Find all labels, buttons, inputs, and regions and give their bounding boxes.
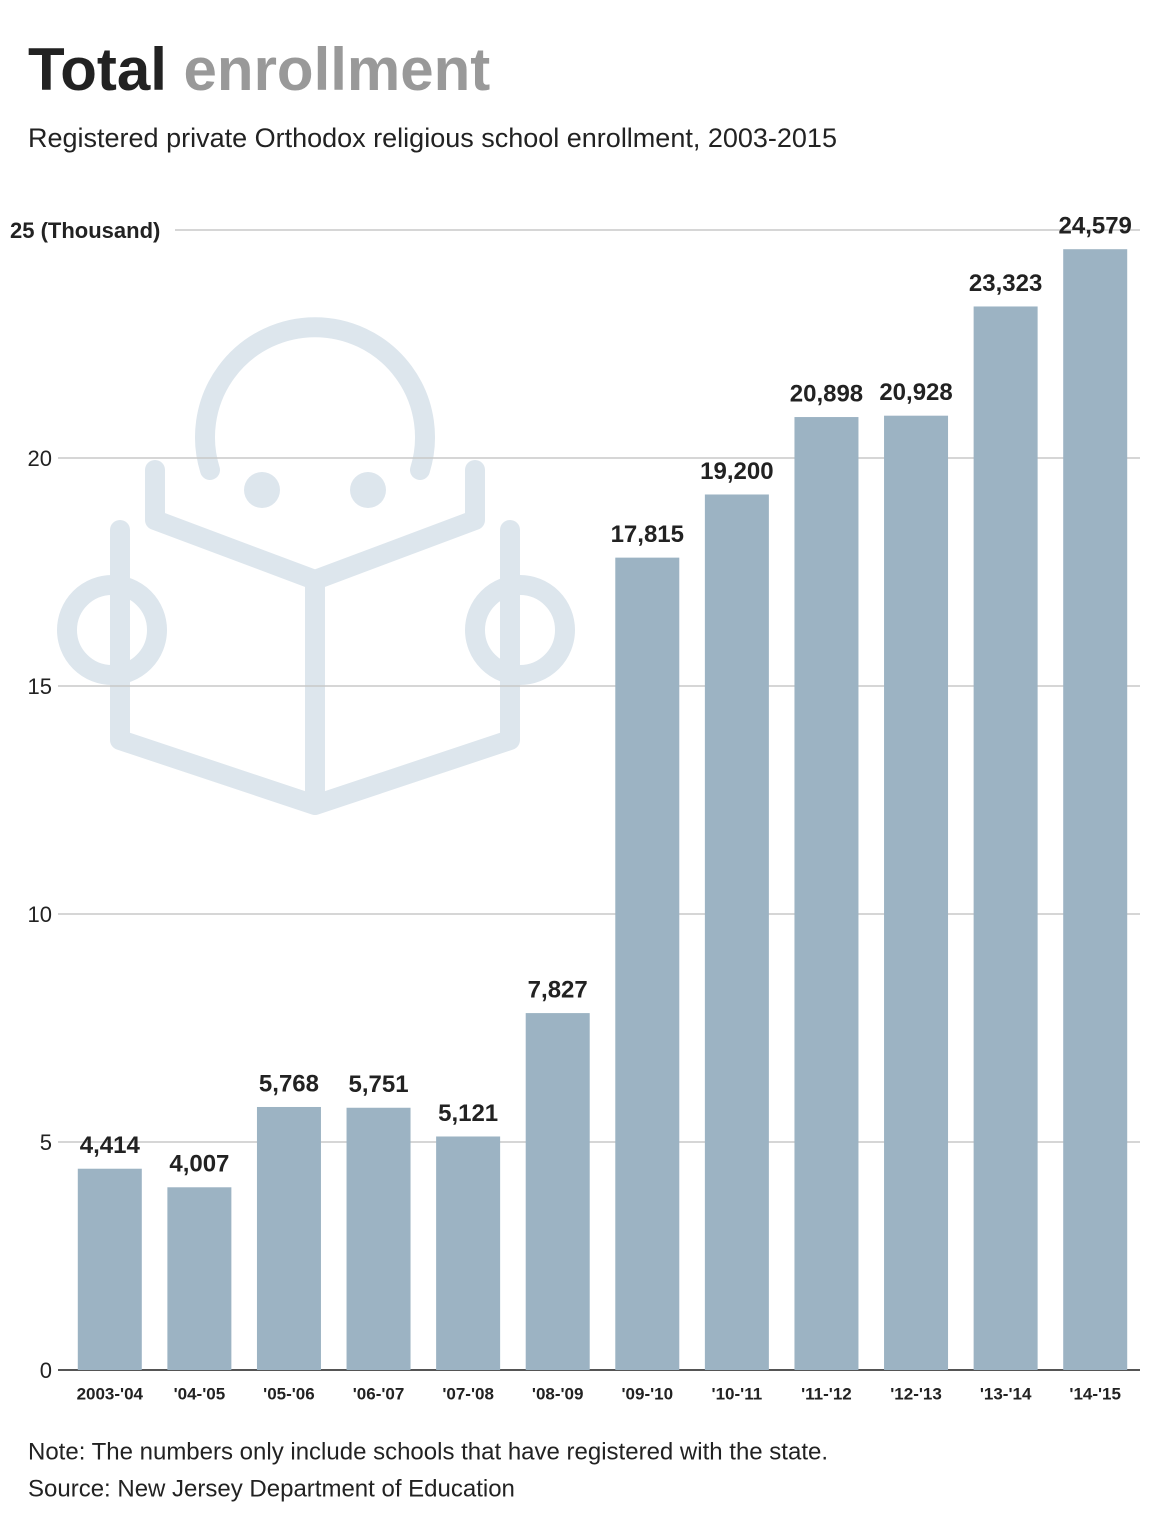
illustration [57, 317, 575, 815]
illustration-hand [465, 575, 575, 685]
x-tick-label: '08-'09 [532, 1384, 584, 1403]
value-label: 5,121 [438, 1100, 498, 1127]
x-tick-label: '14-'15 [1069, 1384, 1121, 1403]
bar [973, 306, 1038, 1370]
x-tick-label: '13-'14 [980, 1384, 1032, 1403]
bar [615, 557, 680, 1370]
x-tick-label: '05-'06 [263, 1384, 315, 1403]
x-tick-label: '06-'07 [353, 1384, 405, 1403]
x-tick-label: '12-'13 [890, 1384, 942, 1403]
illustration-book [110, 460, 520, 815]
bar [167, 1187, 232, 1370]
y-tick-label: 5 [40, 1130, 52, 1155]
illustration-eye [244, 472, 280, 508]
note: Note: The numbers only include schools t… [28, 1438, 828, 1465]
illustration-head [195, 317, 435, 480]
value-label: 4,414 [80, 1132, 141, 1159]
value-label: 17,815 [611, 521, 684, 548]
bar [436, 1136, 501, 1370]
value-label: 5,768 [259, 1070, 319, 1097]
bar [346, 1107, 411, 1370]
value-label: 20,928 [879, 379, 952, 406]
bar [794, 417, 859, 1370]
x-tick-label: '07-'08 [442, 1384, 494, 1403]
x-tick-label: '11-'12 [801, 1384, 852, 1403]
bar [884, 415, 949, 1370]
chart-subtitle: Registered private Orthodox religious sc… [28, 123, 837, 153]
title-light: enrollment [184, 36, 491, 103]
bar [1063, 249, 1128, 1370]
value-label: 24,579 [1059, 213, 1132, 240]
illustration-eye [350, 472, 386, 508]
y-tick-label: 20 [28, 446, 52, 471]
y-tick-label: 25 (Thousand) [10, 218, 160, 243]
bar [77, 1168, 142, 1370]
x-tick-label: '09-'10 [622, 1384, 674, 1403]
bar [525, 1013, 590, 1370]
value-label: 4,007 [169, 1151, 229, 1178]
y-tick-label: 0 [40, 1358, 52, 1383]
chart-title: Total enrollment [28, 36, 490, 103]
illustration-hand [57, 575, 167, 685]
value-label: 5,751 [349, 1071, 409, 1098]
value-label: 23,323 [969, 270, 1042, 297]
value-label: 19,200 [700, 458, 773, 485]
bar [704, 494, 769, 1371]
title-strong: Total [28, 36, 167, 103]
bar [256, 1106, 321, 1370]
source: Source: New Jersey Department of Educati… [28, 1475, 515, 1502]
y-tick-label: 10 [28, 902, 52, 927]
y-tick-label: 15 [28, 674, 52, 699]
x-tick-label: '04-'05 [174, 1384, 226, 1403]
value-label: 7,827 [528, 976, 588, 1003]
x-tick-label: '10-'11 [712, 1384, 763, 1403]
value-label: 20,898 [790, 380, 863, 407]
x-tick-label: 2003-'04 [77, 1384, 144, 1403]
